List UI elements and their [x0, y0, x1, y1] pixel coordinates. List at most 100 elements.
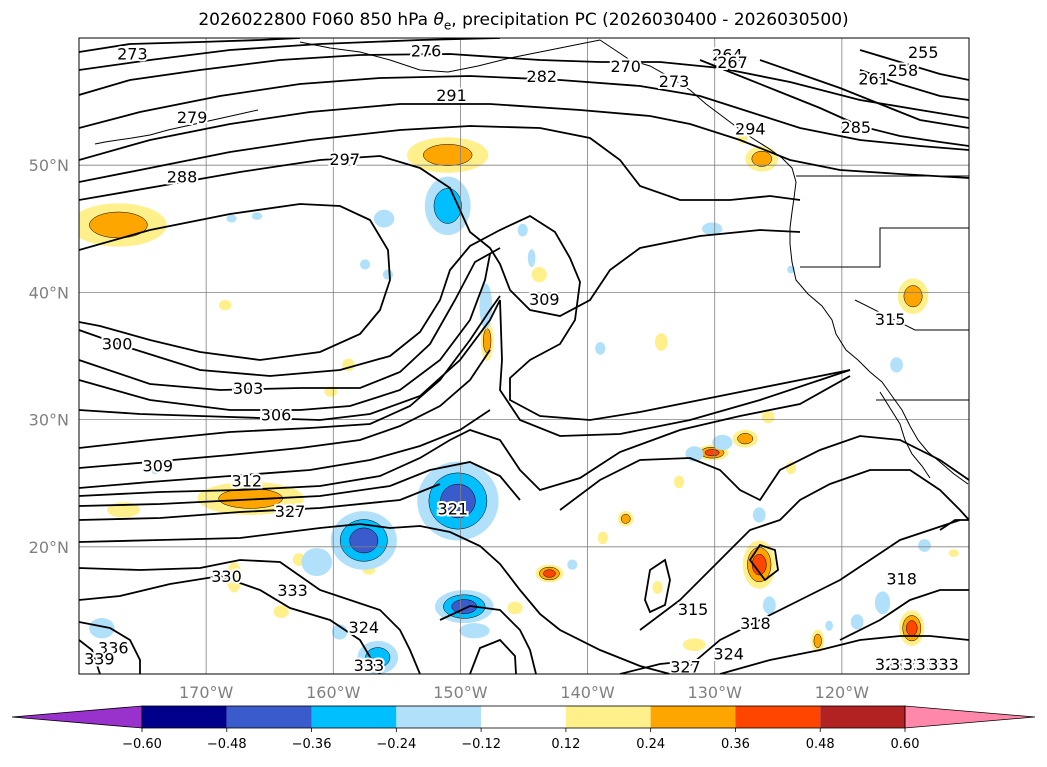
precip-positive-area — [682, 638, 706, 652]
colorbar-swatch — [565, 706, 651, 728]
precip-positive-area — [531, 266, 547, 283]
colorbar-tick-label: 0.12 — [551, 737, 580, 752]
precip-positive-area — [899, 610, 925, 647]
colorbar-frame — [141, 705, 906, 729]
colorbar-tick-label: −0.60 — [122, 737, 162, 752]
shading-level — [890, 357, 903, 373]
latitude-labels: 50°N 40°N 30°N 20°N — [29, 156, 69, 557]
shading-level — [751, 150, 772, 167]
contour-line — [839, 589, 969, 641]
contour-label: 264 — [712, 46, 743, 65]
contour-label: 297 — [329, 150, 360, 169]
precip-negative-area — [874, 591, 891, 615]
precip-positive-area — [79, 203, 167, 247]
contour-label: 333 — [277, 581, 308, 600]
shading-level — [874, 591, 891, 615]
contour-line — [79, 155, 801, 317]
aleutian-islands — [94, 109, 259, 145]
contour-label: 318 — [886, 570, 917, 589]
colorbar-swatch — [735, 706, 821, 728]
precip-negative-area — [89, 618, 115, 639]
state-border-2 — [854, 299, 969, 331]
precip-positive-area — [150, 461, 161, 470]
precip-positive-area — [732, 429, 758, 448]
coastline-baja — [879, 391, 931, 479]
precip-negative-area — [567, 559, 578, 570]
shading-level — [273, 605, 289, 619]
colorbar-tick-label: −0.12 — [461, 737, 501, 752]
contour-line — [939, 519, 969, 531]
lon-tick-label: 120°W — [815, 683, 870, 702]
contour-label: 321 — [875, 655, 906, 674]
contour-label: 315 — [678, 600, 709, 619]
colorbar-swatch — [311, 706, 397, 728]
lon-tick-label: 140°W — [560, 683, 615, 702]
shading-level — [543, 569, 556, 578]
contour-line — [79, 125, 801, 201]
colorbar-tick-label: −0.48 — [207, 737, 247, 752]
contour-line — [79, 214, 851, 421]
colorbar-swatch — [142, 706, 227, 728]
contour-label: 303 — [233, 379, 264, 398]
precip-positive-area — [618, 511, 634, 527]
shading-level — [89, 618, 115, 639]
contour-line — [79, 349, 491, 469]
colorbar-tick-label: −0.24 — [376, 737, 416, 752]
contour-line — [79, 203, 391, 361]
shading-level — [423, 144, 473, 166]
contour-line — [79, 559, 421, 674]
contour-line — [699, 59, 969, 147]
colorbar-tick-label: 0.48 — [806, 737, 835, 752]
shading-level — [712, 434, 733, 451]
contour-label: 330 — [211, 567, 242, 586]
contour-label: 291 — [436, 86, 467, 105]
precip-negative-area — [251, 212, 263, 220]
shading-level — [704, 449, 720, 457]
precip-negative-area — [373, 209, 395, 228]
shading-level — [517, 223, 528, 237]
contour-line — [644, 558, 671, 614]
contour-line — [639, 469, 969, 631]
precip-positive-area — [652, 581, 663, 594]
contour-line — [79, 253, 491, 411]
contour-line — [79, 75, 969, 151]
precip-negative-area — [517, 223, 528, 237]
shading-level — [150, 461, 161, 470]
colorbar-swatch — [481, 706, 566, 728]
contour-label: 273 — [659, 72, 690, 91]
contour-line — [469, 638, 517, 674]
shading-level — [702, 222, 723, 236]
shading-level — [349, 527, 379, 554]
precip-negative-area — [850, 614, 864, 630]
shading-level — [440, 483, 476, 519]
shading-level — [674, 475, 685, 489]
figure-title: 2026022800 F060 850 hPa θe, precipitatio… — [198, 10, 849, 33]
contour-label: 312 — [232, 472, 263, 491]
contour-label: 321 — [438, 500, 469, 519]
precip-positive-area — [218, 300, 232, 311]
shading-level — [906, 620, 918, 637]
contour-line — [439, 605, 537, 674]
contour-line — [79, 38, 501, 71]
lon-tick-label: 170°W — [179, 683, 234, 702]
precip-negative-area — [357, 640, 399, 674]
shading-level — [527, 249, 536, 267]
precip-negative-area — [702, 222, 723, 236]
precip-negative-area — [459, 623, 490, 639]
precip-negative-area — [595, 342, 606, 355]
lon-tick-label: 160°W — [306, 683, 361, 702]
shading-level — [359, 259, 371, 270]
shading-level — [226, 562, 242, 593]
contour-line — [79, 38, 301, 53]
precip-negative-area — [712, 434, 733, 451]
coastlines — [94, 39, 969, 485]
shading-level — [151, 466, 160, 475]
shading-level — [226, 214, 237, 223]
shading-level — [507, 601, 523, 615]
precip-positive-area — [324, 386, 338, 397]
contour-line — [79, 621, 141, 674]
precip-negative-area — [527, 249, 536, 267]
contour-label: 258 — [888, 61, 919, 80]
contour-line — [79, 53, 969, 119]
